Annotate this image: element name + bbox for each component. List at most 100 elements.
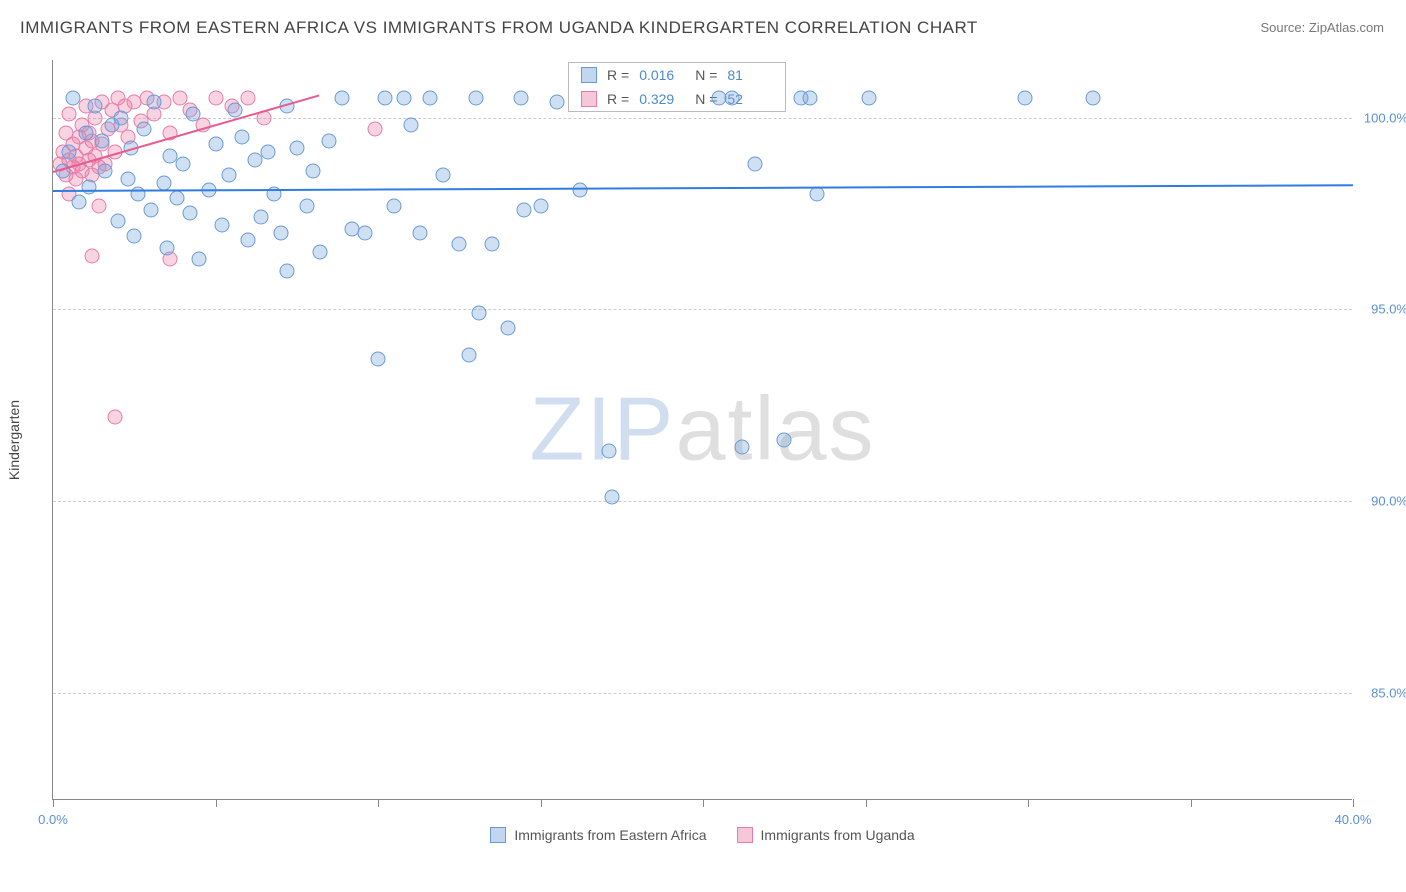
r-label-b: R = <box>607 91 629 107</box>
data-point <box>241 233 256 248</box>
data-point <box>517 202 532 217</box>
data-point <box>241 91 256 106</box>
data-point <box>484 237 499 252</box>
data-point <box>185 106 200 121</box>
data-point <box>208 137 223 152</box>
data-point <box>413 225 428 240</box>
data-point <box>371 352 386 367</box>
x-tick <box>216 799 217 807</box>
data-point <box>98 164 113 179</box>
data-point <box>65 91 80 106</box>
data-point <box>192 252 207 267</box>
data-point <box>146 95 161 110</box>
x-tick <box>1028 799 1029 807</box>
x-tick <box>53 799 54 807</box>
data-point <box>605 490 620 505</box>
gridline <box>53 118 1352 119</box>
data-point <box>358 225 373 240</box>
data-point <box>803 91 818 106</box>
data-point <box>809 187 824 202</box>
data-point <box>289 141 304 156</box>
r-value-b: 0.329 <box>639 91 685 107</box>
y-tick-label: 90.0% <box>1371 493 1406 508</box>
x-tick-label: 0.0% <box>38 812 68 827</box>
data-point <box>452 237 467 252</box>
data-point <box>78 125 93 140</box>
stats-row-series-b: R = 0.329 N = 52 <box>569 87 785 111</box>
data-point <box>254 210 269 225</box>
data-point <box>514 91 529 106</box>
data-point <box>88 99 103 114</box>
x-tick <box>703 799 704 807</box>
data-point <box>501 321 516 336</box>
data-point <box>387 198 402 213</box>
data-point <box>94 133 109 148</box>
gridline <box>53 501 1352 502</box>
x-tick <box>541 799 542 807</box>
data-point <box>156 175 171 190</box>
data-point <box>72 194 87 209</box>
watermark: ZIPatlas <box>529 378 875 481</box>
x-tick <box>866 799 867 807</box>
trend-line <box>53 185 1353 193</box>
data-point <box>85 248 100 263</box>
data-point <box>471 306 486 321</box>
data-point <box>299 198 314 213</box>
legend-item-series-b: Immigrants from Uganda <box>737 827 915 843</box>
gridline <box>53 693 1352 694</box>
legend-label-b: Immigrants from Uganda <box>761 827 915 843</box>
data-point <box>62 106 77 121</box>
y-axis-label: Kindergarten <box>6 400 22 480</box>
data-point <box>215 217 230 232</box>
n-value-a: 81 <box>727 67 773 83</box>
x-tick-label: 40.0% <box>1335 812 1372 827</box>
data-point <box>120 171 135 186</box>
data-point <box>367 122 382 137</box>
data-point <box>861 91 876 106</box>
data-point <box>397 91 412 106</box>
data-point <box>208 91 223 106</box>
legend-item-series-a: Immigrants from Eastern Africa <box>490 827 706 843</box>
scatter-plot: ZIPatlas R = 0.016 N = 81 R = 0.329 N = … <box>52 60 1352 800</box>
chart-title: IMMIGRANTS FROM EASTERN AFRICA VS IMMIGR… <box>20 18 978 38</box>
data-point <box>436 168 451 183</box>
data-point <box>322 133 337 148</box>
data-point <box>468 91 483 106</box>
data-point <box>377 91 392 106</box>
data-point <box>91 198 106 213</box>
stats-row-series-a: R = 0.016 N = 81 <box>569 63 785 87</box>
data-point <box>306 164 321 179</box>
data-point <box>111 214 126 229</box>
data-point <box>748 156 763 171</box>
swatch-series-b <box>581 91 597 107</box>
data-point <box>312 244 327 259</box>
gridline <box>53 309 1352 310</box>
data-point <box>260 145 275 160</box>
data-point <box>1017 91 1032 106</box>
data-point <box>107 409 122 424</box>
data-point <box>549 95 564 110</box>
data-point <box>601 444 616 459</box>
data-point <box>335 91 350 106</box>
watermark-atlas: atlas <box>675 379 875 479</box>
data-point <box>572 183 587 198</box>
data-point <box>169 191 184 206</box>
bottom-legend: Immigrants from Eastern Africa Immigrant… <box>53 827 1352 843</box>
data-point <box>403 118 418 133</box>
data-point <box>725 91 740 106</box>
y-tick-label: 95.0% <box>1371 302 1406 317</box>
source-label: Source: ZipAtlas.com <box>1260 20 1384 35</box>
data-point <box>423 91 438 106</box>
data-point <box>62 145 77 160</box>
data-point <box>137 122 152 137</box>
data-point <box>143 202 158 217</box>
data-point <box>127 229 142 244</box>
data-point <box>221 168 236 183</box>
r-value-a: 0.016 <box>639 67 685 83</box>
data-point <box>176 156 191 171</box>
data-point <box>159 240 174 255</box>
y-tick-label: 85.0% <box>1371 685 1406 700</box>
data-point <box>1086 91 1101 106</box>
n-label-a: N = <box>695 67 717 83</box>
data-point <box>280 263 295 278</box>
